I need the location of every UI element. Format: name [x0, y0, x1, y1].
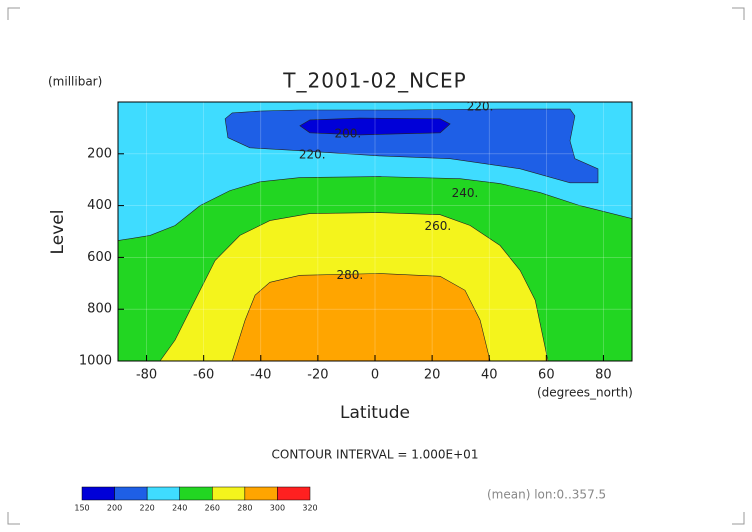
caption: CONTOUR INTERVAL = 1.000E+01: [272, 448, 479, 462]
colorbar-label: 320: [302, 504, 317, 513]
colorbar-label: 220: [140, 504, 155, 513]
y-axis-label: Level: [48, 210, 68, 255]
colorbar-label: 300: [270, 504, 285, 513]
contour-label: 200.: [335, 126, 362, 140]
colorbar-swatch: [179, 486, 213, 501]
colorbar-label: 260: [205, 504, 220, 513]
x-tick-label: 20: [424, 368, 441, 383]
plot-area: [118, 102, 632, 361]
y-tick-label: 200: [87, 146, 112, 161]
chart-title: T_2001-02_NCEP: [282, 69, 466, 93]
note: (mean) lon:0..357.5: [487, 488, 606, 502]
y-unit: (millibar): [48, 75, 102, 89]
plot-frame: [117, 101, 633, 362]
x-tick-label: -60: [193, 368, 214, 383]
y-tick-label: 400: [87, 198, 112, 213]
contour-region: [231, 273, 491, 361]
contour-label: 240.: [452, 186, 479, 200]
colorbar-swatch: [81, 486, 115, 501]
colorbar-swatch: [146, 486, 180, 501]
contour-region: [299, 117, 451, 136]
x-tick-label: -40: [250, 368, 271, 383]
x-axis-label: Latitude: [340, 403, 410, 423]
colorbar-swatch: [114, 486, 148, 501]
colorbar-label: 150: [74, 504, 89, 513]
x-unit: (degrees_north): [537, 386, 633, 400]
contour-label: 280.: [337, 268, 364, 282]
colorbar-swatch: [212, 486, 246, 501]
x-tick-label: 60: [538, 368, 555, 383]
y-tick-label: 600: [87, 250, 112, 265]
x-tick-label: -80: [136, 368, 157, 383]
x-tick-label: 0: [371, 368, 379, 383]
y-tick-label: 800: [87, 302, 112, 317]
colorbar-label: 240: [172, 504, 187, 513]
colorbar-swatch: [277, 486, 311, 501]
contour-label: 220.: [299, 147, 326, 161]
colorbar-swatch: [244, 486, 278, 501]
x-tick-label: 40: [481, 368, 498, 383]
contour-label: 220.: [467, 99, 494, 113]
y-tick-label: 1000: [79, 354, 112, 369]
colorbar-label: 200: [107, 504, 122, 513]
x-tick-label: 80: [595, 368, 612, 383]
colorbar-label: 280: [237, 504, 252, 513]
contour-label: 260.: [424, 219, 451, 233]
corner-marks: [7, 7, 745, 525]
x-tick-label: -20: [307, 368, 328, 383]
